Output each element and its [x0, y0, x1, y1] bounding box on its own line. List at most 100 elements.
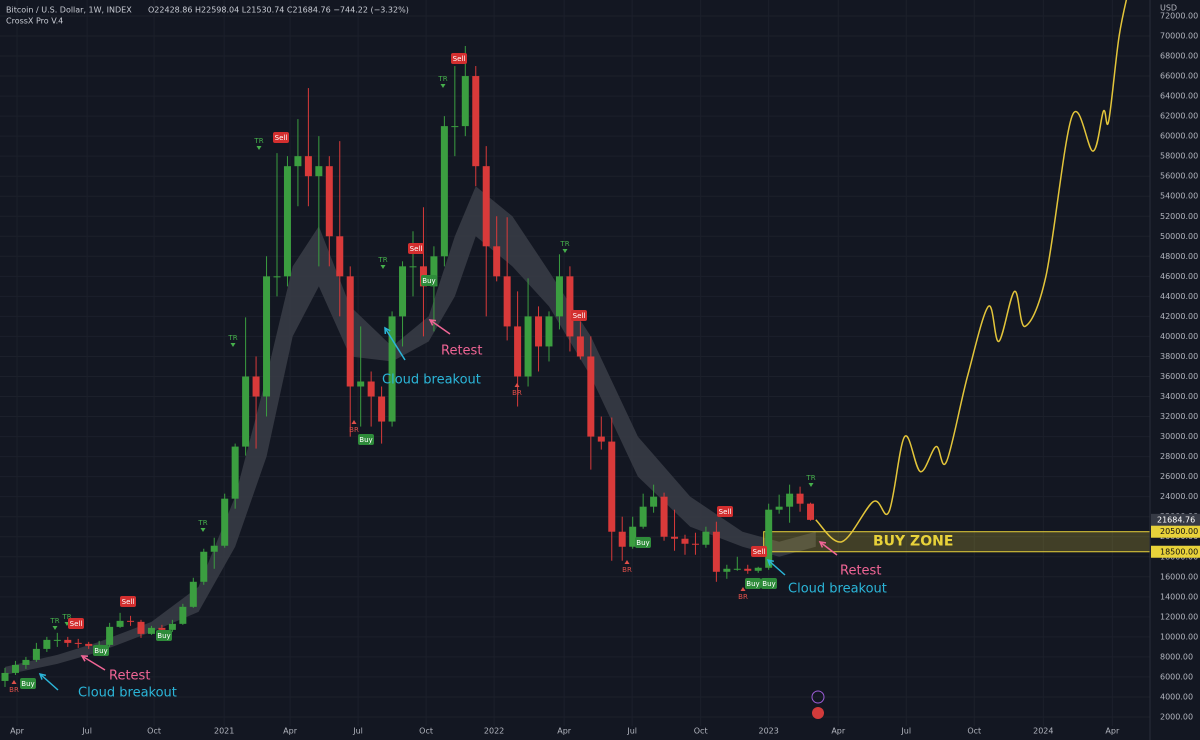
- candle-body: [179, 606, 187, 624]
- candle-body: [388, 316, 396, 422]
- candle-body: [555, 276, 563, 317]
- signal-arrow: [740, 587, 746, 591]
- zone-tag: [1151, 525, 1200, 538]
- signal-label: Buy: [746, 580, 759, 588]
- candle-body: [336, 236, 344, 277]
- signal-label: TR: [437, 75, 447, 83]
- candle-body: [566, 276, 574, 337]
- signal-label: Buy: [21, 680, 34, 688]
- icon: [812, 707, 824, 719]
- signal-label: Sell: [753, 548, 766, 556]
- signal-badge: [751, 546, 767, 557]
- zone-tag: [1151, 545, 1200, 558]
- y-tick-label: 58000.00: [1160, 152, 1198, 161]
- y-tick-label: 28000.00: [1160, 452, 1198, 461]
- candle-body: [137, 621, 145, 634]
- y-tick-label: 46000.00: [1160, 272, 1198, 281]
- y-tick-label: 72000.00: [1160, 11, 1198, 20]
- candle-body: [74, 642, 82, 644]
- candle-body: [1, 672, 9, 681]
- x-tick-label: Oct: [147, 727, 161, 736]
- signal-label: TR: [61, 613, 71, 621]
- signal-arrow: [52, 626, 58, 630]
- signal-badge: [20, 678, 36, 689]
- candle-body: [252, 376, 260, 397]
- annotation-arrow: [384, 327, 406, 361]
- candle-body: [503, 276, 511, 327]
- candle-body: [147, 627, 155, 634]
- candle-body: [346, 276, 354, 387]
- candle-body: [127, 620, 135, 622]
- y-tick-label: 24000.00: [1160, 492, 1198, 501]
- signal-label: Sell: [275, 134, 288, 142]
- projection-line: [815, 0, 1128, 543]
- y-tick-label: 4000.00: [1160, 692, 1193, 701]
- x-tick-label: Apr: [283, 727, 298, 736]
- y-tick-label: 40000.00: [1160, 332, 1198, 341]
- candle-body: [639, 506, 647, 527]
- signal-arrow: [11, 680, 17, 684]
- candle-body: [545, 316, 553, 347]
- y-tick-label: 64000.00: [1160, 92, 1198, 101]
- annotation-text: Cloud breakout: [78, 686, 177, 701]
- x-tick-label: Jul: [626, 727, 637, 736]
- signal-label: Buy: [359, 436, 372, 444]
- annotation-arrowhead: [38, 672, 47, 680]
- y-tick-label: 62000.00: [1160, 112, 1198, 121]
- candle-body: [294, 156, 302, 167]
- y-tick-label: 10000.00: [1160, 632, 1198, 641]
- candle-body: [11, 664, 19, 673]
- signal-badge: [120, 596, 136, 607]
- signal-arrow: [380, 265, 386, 269]
- chart-title: Bitcoin / U.S. Dollar, 1W, INDEX: [6, 6, 132, 15]
- annotation-text: Cloud breakout: [788, 582, 887, 597]
- annotation-arrowhead: [818, 541, 827, 548]
- candle-body: [786, 493, 794, 507]
- x-tick-label: 2022: [484, 727, 504, 736]
- signal-badge: [717, 506, 733, 517]
- x-tick-label: Jul: [352, 727, 363, 736]
- signal-badge: [68, 618, 84, 629]
- annotation-arrow: [429, 319, 451, 335]
- signal-label: TR: [805, 474, 815, 482]
- candle-body: [723, 568, 731, 572]
- candle-body: [482, 166, 490, 247]
- candle-body: [221, 498, 229, 546]
- signal-badge: [408, 243, 424, 254]
- x-tick-label: 2021: [214, 727, 234, 736]
- candle-body: [733, 568, 741, 570]
- candle-body: [451, 126, 459, 128]
- candle-body: [681, 538, 689, 544]
- signal-label: TR: [377, 256, 387, 264]
- candle-body: [357, 381, 365, 387]
- candle-body: [22, 659, 30, 665]
- x-tick-label: Oct: [694, 727, 708, 736]
- candle-body: [493, 246, 501, 277]
- candle-body: [430, 256, 438, 287]
- signal-badge: [273, 132, 289, 143]
- annotation-text: Cloud breakout: [382, 373, 481, 388]
- candle-body: [43, 639, 51, 649]
- candle-body: [597, 436, 605, 442]
- y-tick-label: 6000.00: [1160, 672, 1193, 681]
- signal-label: Sell: [573, 312, 586, 320]
- x-tick-label: Jul: [81, 727, 92, 736]
- candle-body: [535, 316, 543, 347]
- signal-label: Sell: [122, 598, 135, 606]
- signal-label: Sell: [410, 245, 423, 253]
- signal-badge: [761, 578, 777, 589]
- candle-body: [210, 545, 218, 552]
- indicator-name: CrossX Pro V.4: [6, 17, 63, 26]
- y-tick-label: 2000.00: [1160, 712, 1193, 721]
- y-tick-label: 38000.00: [1160, 352, 1198, 361]
- x-tick-label: Jul: [900, 727, 911, 736]
- buy-zone: [763, 531, 1150, 553]
- candle-body: [283, 166, 291, 277]
- candle-body: [399, 266, 407, 317]
- y-tick-label: 42000.00: [1160, 312, 1198, 321]
- signal-badge: [358, 434, 374, 445]
- annotation-text: Retest: [109, 669, 150, 684]
- annotation-arrow: [81, 655, 106, 671]
- candle-body: [744, 568, 752, 571]
